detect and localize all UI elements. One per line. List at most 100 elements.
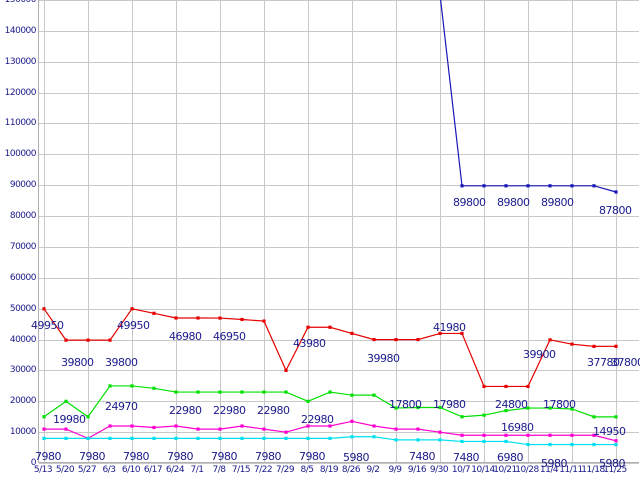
x-tick-label: 10/28 (515, 465, 539, 475)
data-point-marker (328, 390, 332, 394)
data-point-marker (372, 393, 376, 397)
x-tick-label: 10/14 (471, 465, 495, 475)
x-tick-label: 8/26 (341, 465, 361, 475)
gridline-horizontal (39, 432, 639, 434)
data-point-marker (482, 439, 486, 444)
x-tick-label: 6/3 (102, 465, 116, 475)
x-tick-label: 9/9 (388, 465, 402, 475)
data-point-marker (196, 427, 200, 431)
gridline-vertical (616, 0, 617, 462)
data-point-marker (284, 368, 288, 372)
data-point-marker (548, 338, 552, 342)
gridline-vertical (352, 0, 353, 462)
gridline-vertical (132, 0, 133, 462)
series-red-series (42, 307, 618, 389)
data-point-marker (460, 439, 464, 444)
data-point-marker (328, 436, 332, 440)
data-point-marker (614, 439, 618, 443)
x-tick-label: 10/21 (493, 465, 517, 475)
x-tick-label: 7/1 (190, 465, 204, 475)
data-point-marker (416, 405, 420, 410)
gridline-vertical (396, 0, 397, 462)
y-tick-label: 100000 (4, 149, 37, 160)
data-point-marker (614, 190, 618, 194)
data-point-marker (306, 436, 310, 440)
series-layer (42, 0, 618, 447)
data-point-marker (284, 436, 288, 440)
data-point-marker (548, 184, 552, 188)
y-tick-label: 80000 (9, 211, 37, 222)
x-tick-label: 9/30 (429, 465, 449, 475)
data-point-marker (130, 436, 134, 440)
data-point-marker (64, 338, 68, 342)
data-point-marker (108, 436, 112, 440)
data-point-marker (196, 436, 200, 440)
data-point-marker (262, 319, 266, 323)
data-point-marker (482, 413, 486, 417)
data-point-marker (372, 435, 376, 439)
data-point-marker (328, 424, 332, 428)
data-point-marker (284, 430, 288, 434)
gridline-vertical (308, 0, 309, 462)
data-point-marker (262, 436, 266, 440)
data-point-marker (504, 433, 508, 437)
data-point-marker (394, 406, 398, 410)
data-point-marker (130, 307, 134, 311)
data-point-marker (306, 399, 310, 403)
data-point-marker (482, 184, 486, 188)
data-point-marker (394, 427, 398, 431)
gridline-horizontal (39, 308, 639, 310)
gridline-vertical (88, 0, 89, 462)
data-point-marker (174, 390, 178, 394)
y-tick-label: 60000 (9, 272, 37, 283)
y-tick-label: 120000 (4, 87, 37, 98)
gridline-vertical (44, 0, 45, 462)
data-point-marker (350, 393, 354, 397)
data-point-marker (350, 331, 354, 336)
data-point-marker (262, 427, 266, 431)
y-tick-label: 10000 (9, 427, 37, 438)
data-point-marker (570, 433, 574, 437)
data-point-marker (592, 344, 596, 348)
x-tick-label: 5/20 (55, 465, 75, 475)
data-point-marker (218, 436, 222, 440)
y-tick-label: 40000 (9, 334, 37, 345)
x-axis-tick-labels: 5/13 5/20 5/27 6/3 6/10 6/17 6/24 7/1 7/8 7/15 7/2… (0, 465, 640, 480)
gridline-horizontal (39, 154, 639, 156)
data-point-marker (592, 433, 596, 437)
data-point-marker (328, 325, 332, 329)
y-tick-label: 20000 (9, 396, 37, 407)
gridline-vertical (176, 0, 177, 462)
data-point-marker (504, 384, 508, 389)
x-tick-label: 10/7 (451, 465, 471, 475)
series-green-series (42, 384, 618, 419)
data-point-marker (262, 390, 266, 394)
gridline-horizontal (39, 463, 639, 464)
data-point-marker (86, 436, 90, 440)
data-point-marker (350, 419, 354, 423)
gridline-vertical (528, 0, 529, 462)
data-point-marker (614, 344, 618, 348)
gridline-vertical (440, 0, 441, 462)
gridline-horizontal (39, 0, 639, 1)
gridline-vertical (484, 0, 485, 462)
x-tick-label: 7/22 (253, 465, 273, 475)
data-point-marker (460, 331, 464, 336)
gridline-vertical (572, 0, 573, 462)
data-point-marker (504, 184, 508, 188)
data-point-marker (42, 427, 46, 431)
data-point-marker (196, 316, 200, 320)
data-point-marker (592, 184, 596, 188)
x-tick-label: 11/25 (603, 465, 627, 475)
data-point-marker (152, 425, 156, 430)
data-point-marker (570, 184, 574, 188)
data-point-marker (526, 384, 530, 389)
data-point-marker (614, 415, 618, 419)
x-tick-label: 8/19 (319, 465, 339, 475)
data-point-marker (42, 307, 46, 311)
data-point-marker (218, 427, 222, 431)
data-point-marker (548, 406, 552, 410)
data-point-marker (438, 430, 442, 434)
series-line (440, 0, 617, 193)
gridline-horizontal (39, 339, 639, 341)
